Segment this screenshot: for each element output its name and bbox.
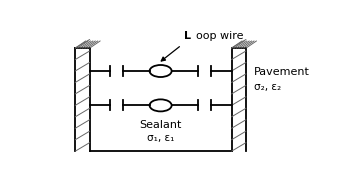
Text: L: L xyxy=(184,31,191,41)
Text: σ₂, ε₂: σ₂, ε₂ xyxy=(254,82,281,92)
Text: oop wire: oop wire xyxy=(196,31,243,41)
Text: Sealant: Sealant xyxy=(139,121,182,130)
Text: σ₁, ε₁: σ₁, ε₁ xyxy=(147,133,174,143)
Text: Pavement: Pavement xyxy=(254,68,310,77)
